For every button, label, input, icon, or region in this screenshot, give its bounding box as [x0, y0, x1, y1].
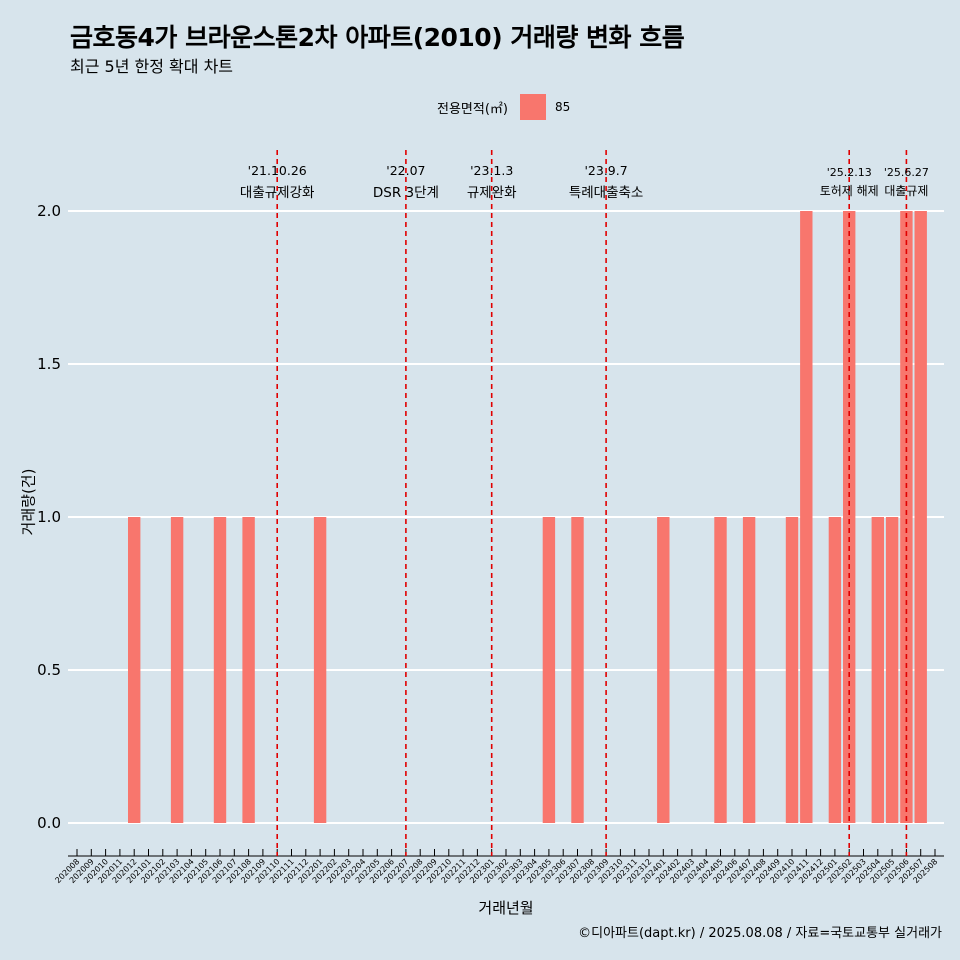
x-axis-label: 거래년월 [478, 899, 534, 917]
bar [313, 517, 327, 823]
bar [714, 517, 727, 823]
bar [213, 517, 227, 823]
legend-item-label: 85 [554, 100, 571, 114]
bar [242, 517, 255, 823]
annotation-date: '25.6.27 [884, 166, 929, 179]
annotation-date: '23.9.7 [584, 163, 627, 178]
bar [571, 517, 584, 823]
annotation-label: 토허제 해제 [820, 184, 879, 198]
annotation-date: '23.1.3 [470, 163, 513, 178]
bar [170, 517, 184, 823]
y-tick-label: 1.5 [37, 355, 61, 373]
bar [785, 517, 799, 823]
bar [843, 211, 856, 823]
annotation-date: '21.10.26 [248, 163, 307, 178]
bar [885, 517, 899, 823]
y-tick-label: 0.0 [37, 814, 61, 832]
annotation-label: 대출규제강화 [240, 185, 315, 201]
bar [914, 211, 927, 823]
annotation-date: '22.07 [386, 163, 425, 178]
bar [800, 211, 813, 823]
bar [828, 517, 842, 823]
chart-subtitle: 최근 5년 한정 확대 차트 [70, 57, 234, 76]
legend: 전용면적(㎡) 85 [437, 94, 570, 120]
annotation-date: '25.2.13 [827, 166, 872, 179]
y-tick-label: 2.0 [37, 202, 61, 220]
y-tick-label: 0.5 [37, 661, 61, 679]
bar [128, 517, 141, 823]
y-axis-label: 거래량(건) [19, 468, 38, 536]
bar [742, 517, 756, 823]
legend-swatch [519, 94, 546, 120]
bar [657, 517, 670, 823]
source-caption: ©디아파트(dapt.kr) / 2025.08.08 / 자료=국토교통부 실… [578, 926, 942, 941]
annotation-label: 대출규제 [884, 184, 928, 198]
chart-title: 금호동4가 브라운스톤2차 아파트(2010) 거래량 변화 흐름 [70, 23, 685, 52]
annotation-label: DSR 3단계 [373, 185, 439, 201]
bar [871, 517, 884, 823]
annotation-label: 특례대출축소 [569, 185, 644, 201]
bar [542, 517, 556, 823]
annotation-label: 규제완화 [467, 185, 517, 201]
y-tick-label: 1.0 [37, 508, 61, 526]
legend-title: 전용면적(㎡) [437, 101, 508, 117]
bar [900, 211, 913, 823]
